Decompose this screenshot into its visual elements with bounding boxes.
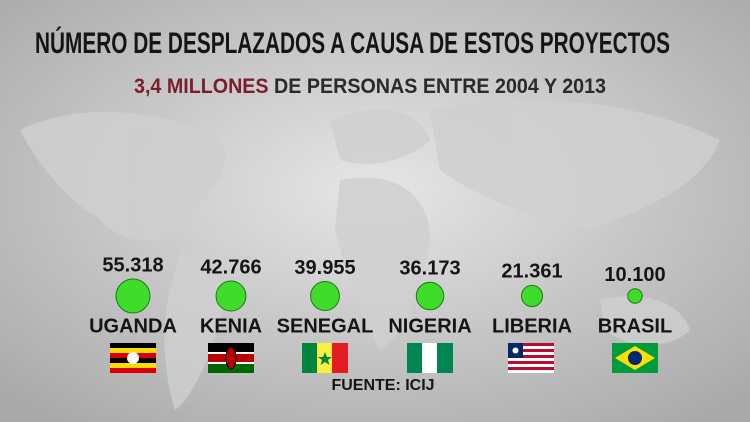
- category-label: UGANDA: [89, 315, 177, 337]
- flags: [110, 343, 658, 373]
- bubble: [415, 281, 445, 311]
- flag-brasil: [612, 343, 658, 373]
- flag-nigeria: [407, 343, 453, 373]
- value-label: 42.766: [200, 256, 261, 278]
- value-label: 39.955: [294, 257, 355, 279]
- category-label: BRASIL: [598, 315, 672, 337]
- bubble: [310, 281, 340, 311]
- chart-title: NÚMERO DE DESPLAZADOS A CAUSA DE ESTOS P…: [35, 26, 670, 60]
- subtitle-part: DE PERSONAS ENTRE 2004 Y 2013: [274, 75, 606, 98]
- category-label: LIBERIA: [492, 315, 572, 337]
- flag-kenya: [208, 343, 254, 373]
- category-label: SENEGAL: [277, 315, 374, 337]
- bubble: [115, 278, 151, 314]
- category-label: KENIA: [200, 315, 262, 337]
- category-label: NIGERIA: [388, 315, 471, 337]
- subtitle: 3,4 MILLONES DE PERSONAS ENTRE 2004 Y 20…: [134, 75, 606, 98]
- value-label: 36.173: [399, 258, 460, 280]
- bubble: [215, 280, 247, 312]
- world-map: [20, 100, 720, 410]
- subtitle-part: 3,4 MILLONES: [134, 75, 269, 98]
- bubble: [520, 284, 544, 308]
- value-label: 10.100: [604, 264, 665, 286]
- value-label: 21.361: [501, 261, 562, 283]
- flag-uganda: [110, 343, 156, 373]
- bubble: [627, 288, 643, 304]
- flag-senegal: [302, 343, 348, 373]
- value-label: 55.318: [102, 254, 163, 276]
- flag-liberia: [508, 343, 554, 373]
- source: FUENTE: ICIJ: [331, 377, 434, 394]
